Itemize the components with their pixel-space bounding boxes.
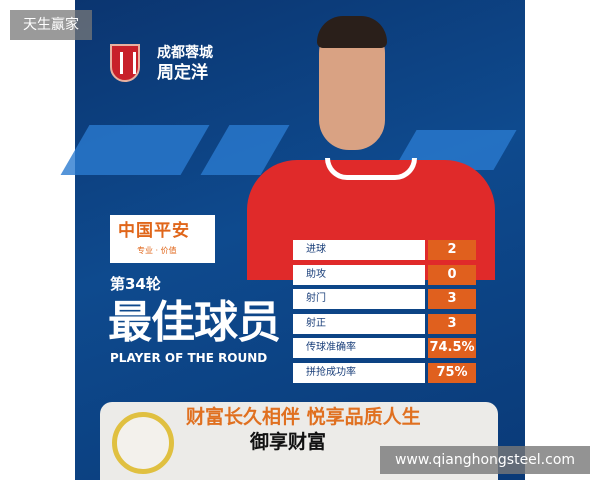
- club-logo: [110, 44, 140, 82]
- stat-row: 射门 3: [293, 289, 476, 309]
- title-cn: 最佳球员: [108, 297, 281, 348]
- watermark-bottom: www.qianghongsteel.com: [380, 446, 590, 474]
- title-en: PLAYER OF THE ROUND: [110, 351, 268, 365]
- stat-label: 射门: [293, 289, 425, 309]
- stat-row: 进球 2: [293, 240, 476, 260]
- stat-row: 助攻 0: [293, 264, 476, 285]
- watermark-top: 天生赢家: [10, 10, 92, 40]
- sponsor-logo: 中国平安 专业 · 价值: [110, 215, 215, 263]
- stat-row: 拼抢成功率 75%: [293, 362, 476, 383]
- sponsor-slogan: 专业 · 价值: [137, 246, 177, 255]
- stat-value: 74.5%: [428, 338, 476, 358]
- stat-value: 2: [428, 240, 476, 260]
- stat-label: 拼抢成功率: [293, 362, 425, 383]
- stat-value: 3: [428, 313, 476, 334]
- decor-stripe: [60, 125, 210, 175]
- ad-headline: 财富长久相伴 悦享品质人生: [186, 406, 421, 428]
- ad-product: 御享财富: [250, 431, 327, 453]
- poster: 成都蓉城 周定洋 中国平安 专业 · 价值 第34轮 最佳球员 PLAYER O…: [60, 0, 525, 480]
- club-name: 成都蓉城: [157, 45, 213, 61]
- round-label: 第34轮: [110, 275, 161, 293]
- coin-image: [112, 412, 174, 474]
- stats-table: 进球 2 助攻 0 射门 3 射正 3 传球准确率 74.5% 拼抢成功率 75%: [293, 240, 476, 387]
- stat-label: 射正: [293, 313, 425, 334]
- stat-label: 传球准确率: [293, 338, 425, 358]
- stat-value: 3: [428, 289, 476, 309]
- stat-row: 射正 3: [293, 313, 476, 334]
- stat-value: 75%: [428, 362, 476, 383]
- player-photo: [247, 10, 495, 280]
- sponsor-name: 中国平安: [118, 221, 190, 241]
- stat-label: 进球: [293, 240, 425, 260]
- stat-row: 传球准确率 74.5%: [293, 338, 476, 358]
- player-name: 周定洋: [157, 63, 208, 83]
- stat-value: 0: [428, 264, 476, 285]
- stat-label: 助攻: [293, 264, 425, 285]
